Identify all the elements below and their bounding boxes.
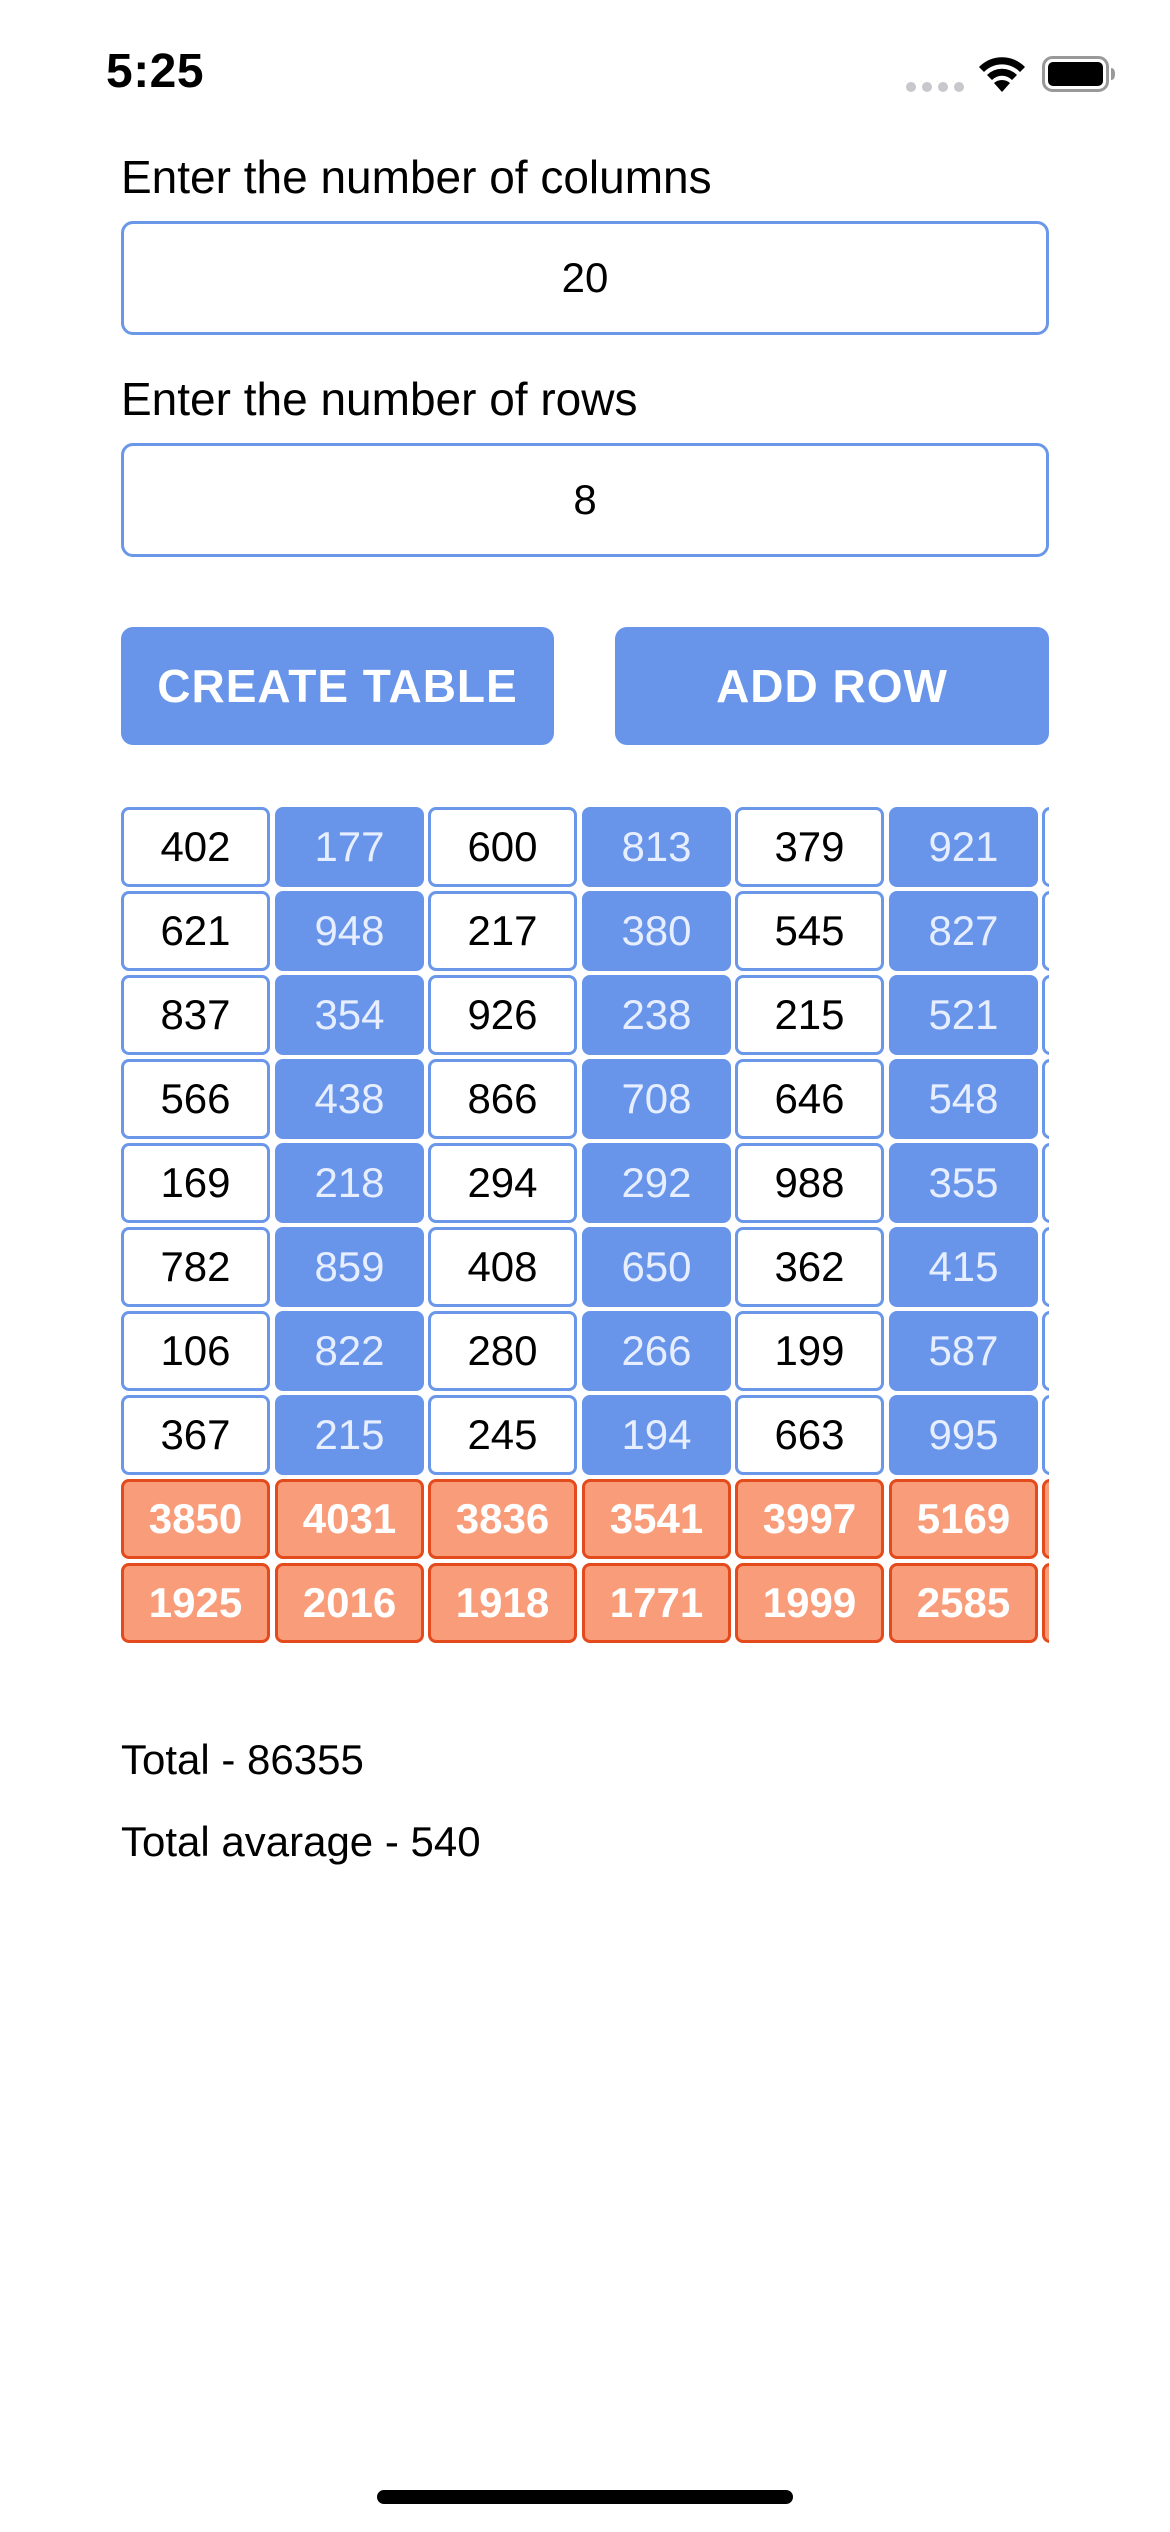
table-cell[interactable]: 415	[889, 1227, 1038, 1307]
column-sum-cell[interactable]: 3541	[582, 1479, 731, 1559]
table-cell[interactable]: 948	[275, 891, 424, 971]
table-cell[interactable]: 663	[735, 1395, 884, 1475]
table-cell[interactable]: 837	[121, 975, 270, 1055]
create-table-button[interactable]: CREATE TABLE	[121, 627, 554, 745]
cellular-signal-icon	[906, 82, 964, 92]
table-cell[interactable]: 600	[428, 807, 577, 887]
battery-icon	[1042, 56, 1115, 92]
column-average-cell[interactable]: 2585	[889, 1563, 1038, 1643]
column-sum-cell[interactable]: 3836	[428, 1479, 577, 1559]
table-cell[interactable]: 921	[889, 807, 1038, 887]
column-average-cell[interactable]: 1918	[428, 1563, 577, 1643]
table-cell[interactable]: 566	[121, 1059, 270, 1139]
table-cell[interactable]: 408	[428, 1227, 577, 1307]
table-cell[interactable]: 548	[889, 1059, 1038, 1139]
table-cell[interactable]: 402	[121, 807, 270, 887]
table-cell[interactable]: 859	[275, 1227, 424, 1307]
column-sum-cell[interactable]: 3850	[121, 1479, 270, 1559]
rows-label: Enter the number of rows	[121, 373, 638, 425]
table-cell[interactable]: 866	[428, 1059, 577, 1139]
table-cell[interactable]: 362	[735, 1227, 884, 1307]
table-cell[interactable]: 380	[582, 891, 731, 971]
total-sum: Total - 86355	[121, 1736, 364, 1783]
column-average-cell[interactable]: 1925	[121, 1563, 270, 1643]
table-cell[interactable]: 177	[275, 807, 424, 887]
table-cell[interactable]: 218	[275, 1143, 424, 1223]
table-cell[interactable]: 294	[428, 1143, 577, 1223]
column-sum-cell[interactable]: 4031	[275, 1479, 424, 1559]
data-table[interactable]: 402 177 600 813 379 921 621 948 217 380 545 827 837 3…	[121, 807, 1049, 1647]
column-sum-cell[interactable]: 5169	[889, 1479, 1038, 1559]
columns-input[interactable]	[121, 221, 1049, 335]
add-row-button[interactable]: ADD ROW	[615, 627, 1049, 745]
total-average: Total avarage - 540	[121, 1818, 481, 1865]
table-cell[interactable]: 587	[889, 1311, 1038, 1391]
summary-cell-clipped[interactable]	[1042, 1479, 1049, 1559]
table-cell[interactable]: 354	[275, 975, 424, 1055]
table-cell[interactable]: 708	[582, 1059, 731, 1139]
column-average-cell[interactable]: 2016	[275, 1563, 424, 1643]
table-cell[interactable]: 215	[275, 1395, 424, 1475]
table-cell[interactable]: 521	[889, 975, 1038, 1055]
table-cell[interactable]: 813	[582, 807, 731, 887]
table-cell[interactable]: 194	[582, 1395, 731, 1475]
table-cell-clipped[interactable]	[1042, 975, 1049, 1055]
table-cell[interactable]: 827	[889, 891, 1038, 971]
table-cell[interactable]: 650	[582, 1227, 731, 1307]
table-cell[interactable]: 646	[735, 1059, 884, 1139]
table-cell-clipped[interactable]	[1042, 1395, 1049, 1475]
table-cell[interactable]: 379	[735, 807, 884, 887]
status-time: 5:25	[106, 45, 205, 98]
table-grid: 402 177 600 813 379 921 621 948 217 380 545 827 837 3…	[121, 807, 1049, 1647]
table-cell[interactable]: 292	[582, 1143, 731, 1223]
rows-input[interactable]	[121, 443, 1049, 557]
table-cell[interactable]: 106	[121, 1311, 270, 1391]
table-cell[interactable]: 215	[735, 975, 884, 1055]
status-bar: 5:25	[0, 0, 1170, 140]
table-cell[interactable]: 782	[121, 1227, 270, 1307]
table-cell-clipped[interactable]	[1042, 1143, 1049, 1223]
table-cell-clipped[interactable]	[1042, 891, 1049, 971]
table-cell[interactable]: 926	[428, 975, 577, 1055]
table-cell-clipped[interactable]	[1042, 1311, 1049, 1391]
table-cell[interactable]: 280	[428, 1311, 577, 1391]
table-cell-clipped[interactable]	[1042, 1059, 1049, 1139]
column-sum-cell[interactable]: 3997	[735, 1479, 884, 1559]
table-cell[interactable]: 367	[121, 1395, 270, 1475]
wifi-icon	[979, 57, 1025, 92]
column-average-cell[interactable]: 1999	[735, 1563, 884, 1643]
table-cell-clipped[interactable]	[1042, 1227, 1049, 1307]
table-cell[interactable]: 199	[735, 1311, 884, 1391]
home-indicator	[377, 2490, 793, 2504]
table-cell[interactable]: 545	[735, 891, 884, 971]
table-cell[interactable]: 438	[275, 1059, 424, 1139]
table-cell[interactable]: 266	[582, 1311, 731, 1391]
table-cell[interactable]: 238	[582, 975, 731, 1055]
table-cell[interactable]: 822	[275, 1311, 424, 1391]
table-cell[interactable]: 169	[121, 1143, 270, 1223]
table-cell[interactable]: 621	[121, 891, 270, 971]
table-cell[interactable]: 995	[889, 1395, 1038, 1475]
table-cell[interactable]: 988	[735, 1143, 884, 1223]
table-cell-clipped[interactable]	[1042, 807, 1049, 887]
columns-label: Enter the number of columns	[121, 151, 712, 203]
table-cell[interactable]: 217	[428, 891, 577, 971]
table-cell[interactable]: 245	[428, 1395, 577, 1475]
table-cell[interactable]: 355	[889, 1143, 1038, 1223]
summary-cell-clipped[interactable]	[1042, 1563, 1049, 1643]
column-average-cell[interactable]: 1771	[582, 1563, 731, 1643]
